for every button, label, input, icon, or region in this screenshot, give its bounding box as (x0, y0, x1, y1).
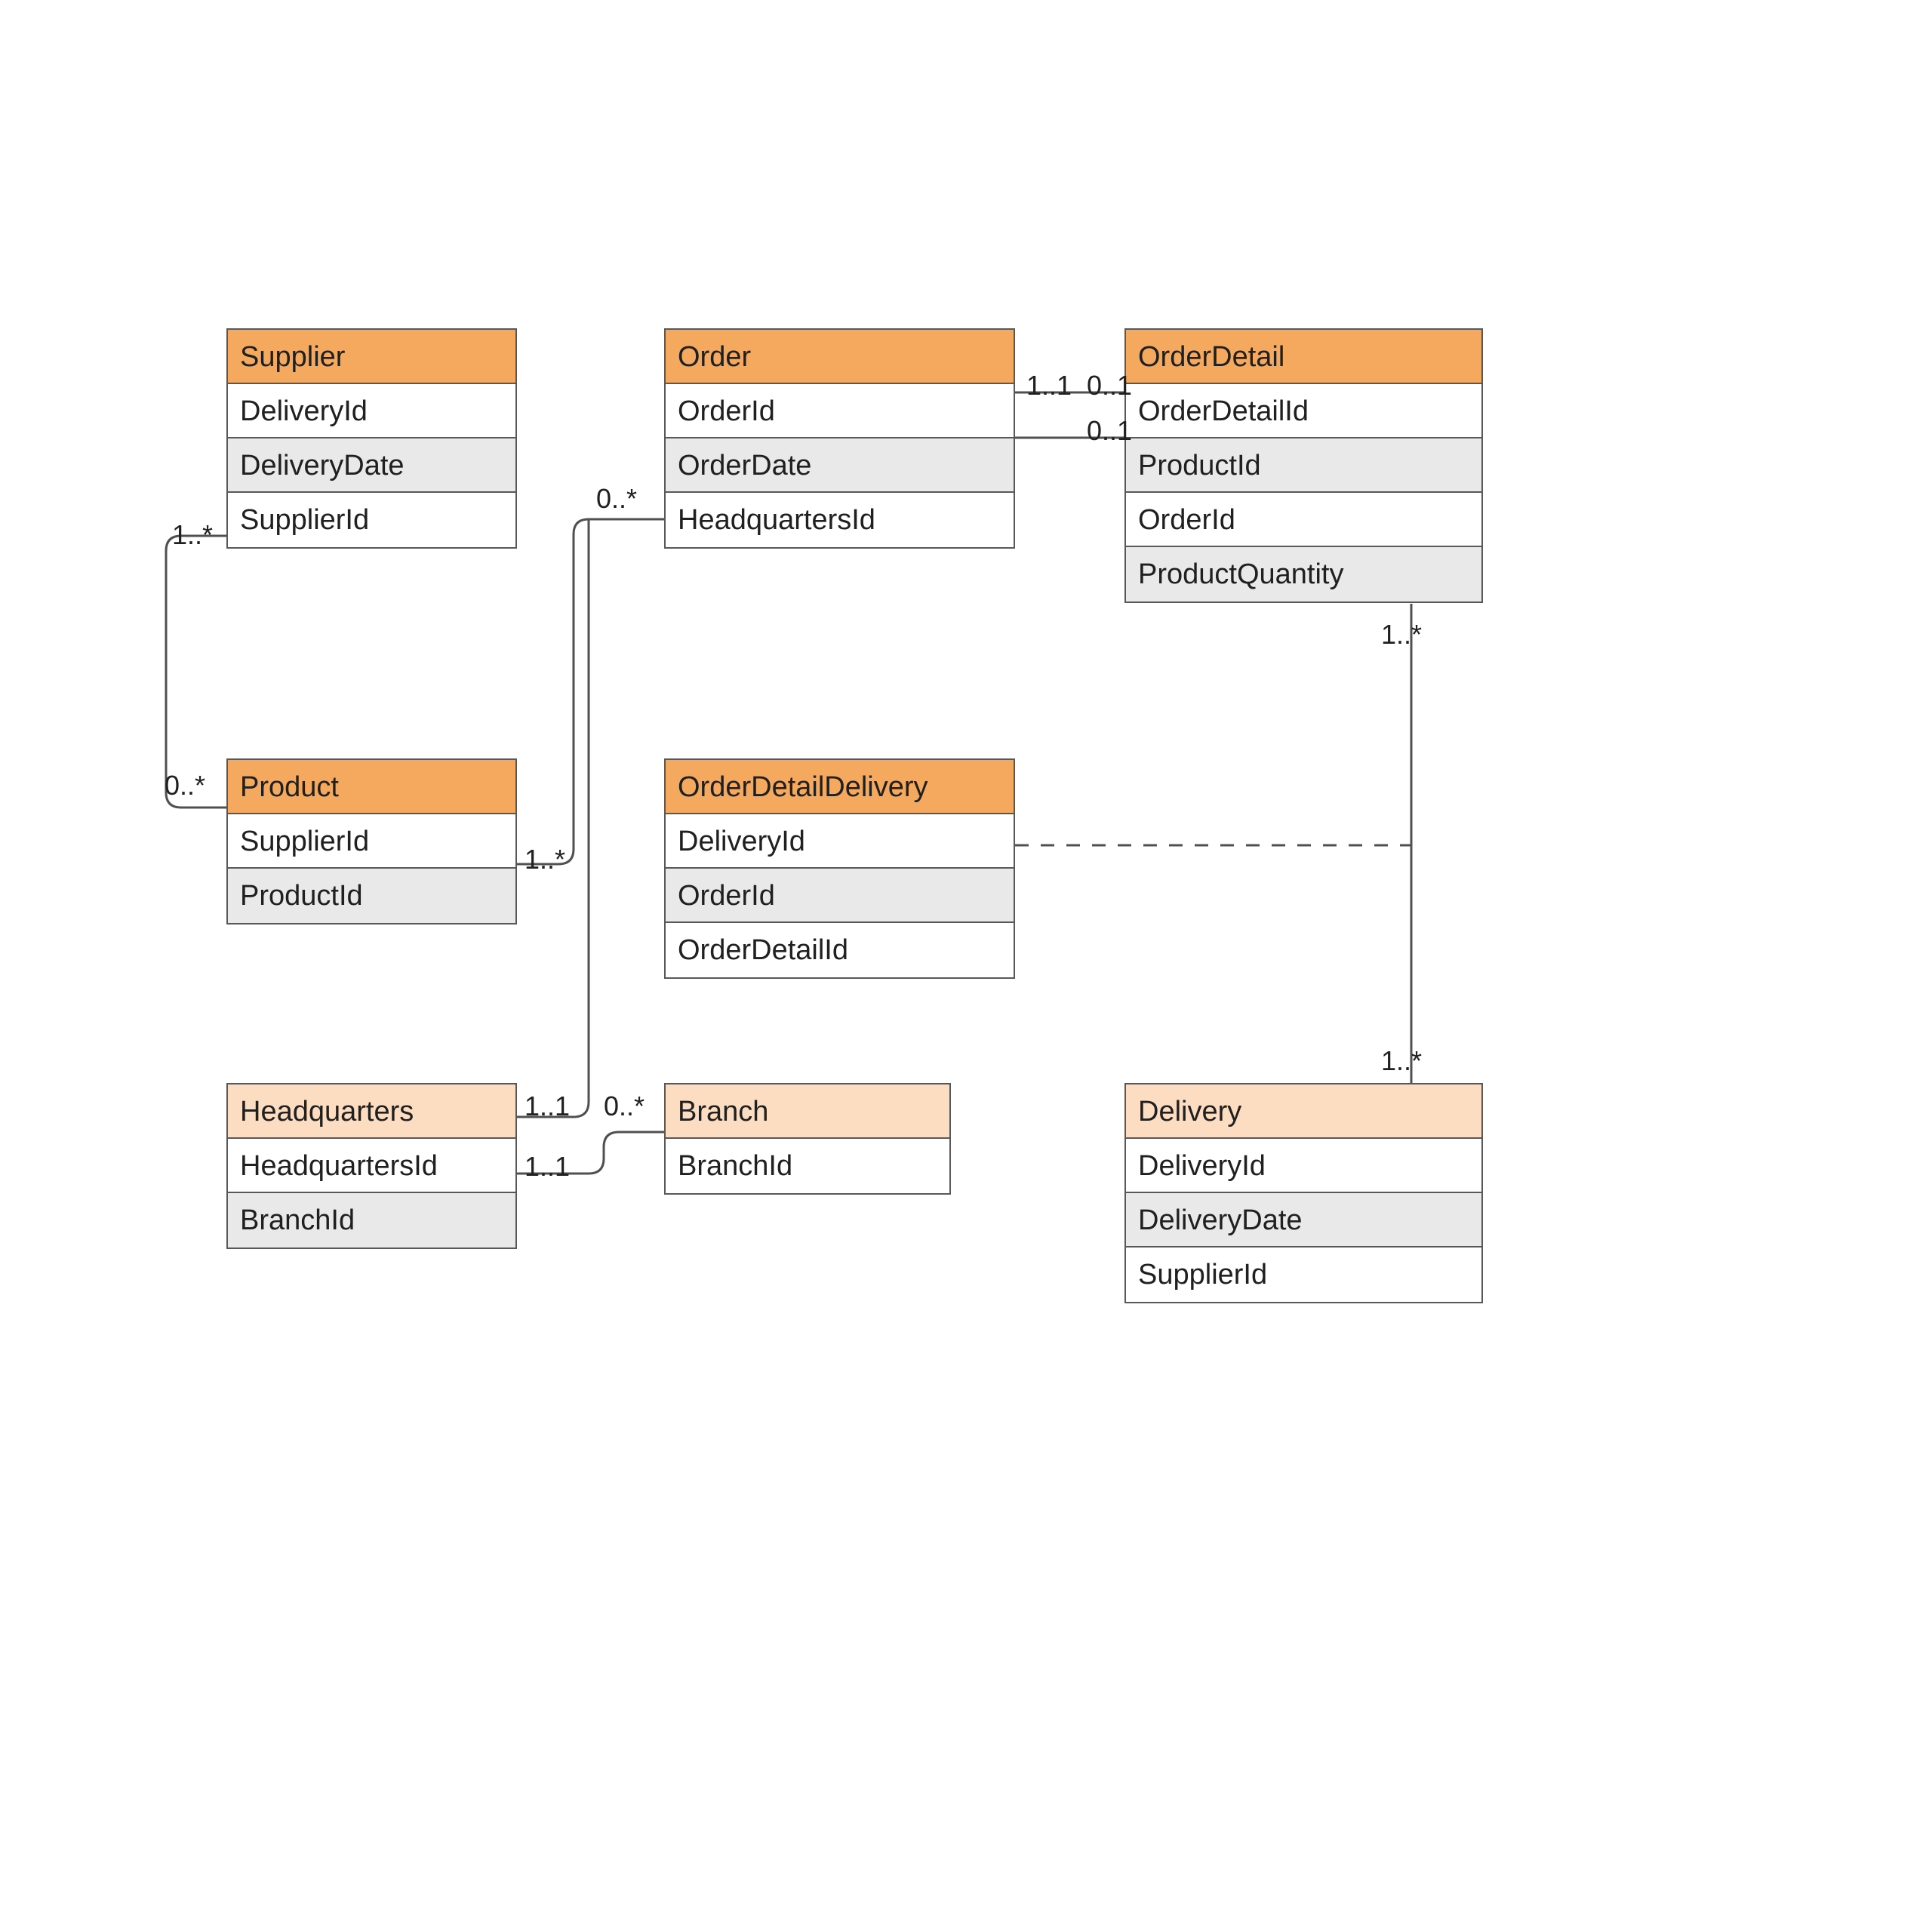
entity-row: ProductId (1126, 438, 1481, 493)
entity-row: DeliveryId (666, 814, 1014, 869)
entity-title: Supplier (228, 330, 515, 384)
multiplicity-label: 1..* (1381, 619, 1422, 651)
entity-row: ProductQuantity (1126, 547, 1481, 601)
entity-title: Product (228, 760, 515, 814)
entity-headquarters: HeadquartersHeadquartersIdBranchId (226, 1083, 517, 1249)
entity-row: SupplierId (228, 493, 515, 547)
entity-row: DeliveryId (1126, 1139, 1481, 1193)
edge-product-order (517, 519, 664, 864)
entity-row: OrderDetailId (666, 923, 1014, 977)
entity-odd: OrderDetailDeliveryDeliveryIdOrderIdOrde… (664, 758, 1015, 979)
er-diagram: SupplierDeliveryIdDeliveryDateSupplierId… (0, 0, 1932, 1932)
entity-delivery: DeliveryDeliveryIdDeliveryDateSupplierId (1124, 1083, 1483, 1303)
multiplicity-label: 0..* (604, 1091, 645, 1122)
entity-row: OrderId (1126, 493, 1481, 547)
multiplicity-label: 1..1 (525, 1091, 570, 1122)
entity-row: OrderId (666, 384, 1014, 438)
entity-title: Order (666, 330, 1014, 384)
entity-row: DeliveryDate (1126, 1193, 1481, 1247)
entity-title: Headquarters (228, 1084, 515, 1139)
multiplicity-label: 0..* (165, 770, 205, 801)
entity-row: OrderDate (666, 438, 1014, 493)
multiplicity-label: 0..1 (1087, 370, 1132, 401)
entity-row: SupplierId (228, 814, 515, 869)
multiplicity-label: 1..* (1381, 1045, 1422, 1077)
multiplicity-label: 1..* (172, 519, 213, 551)
entity-orderdetail: OrderDetailOrderDetailIdProductIdOrderId… (1124, 328, 1483, 603)
multiplicity-label: 1..* (525, 844, 565, 875)
multiplicity-label: 0..1 (1087, 415, 1132, 447)
entity-row: OrderDetailId (1126, 384, 1481, 438)
entity-row: HeadquartersId (666, 493, 1014, 547)
entity-title: Delivery (1126, 1084, 1481, 1139)
edge-supplier-product (166, 536, 226, 808)
entity-supplier: SupplierDeliveryIdDeliveryDateSupplierId (226, 328, 517, 549)
entity-title: OrderDetail (1126, 330, 1481, 384)
entity-row: OrderId (666, 869, 1014, 923)
entity-row: BranchId (666, 1139, 949, 1193)
entity-row: BranchId (228, 1193, 515, 1247)
multiplicity-label: 0..* (596, 483, 637, 515)
entity-product: ProductSupplierIdProductId (226, 758, 517, 924)
entity-row: DeliveryId (228, 384, 515, 438)
entity-title: OrderDetailDelivery (666, 760, 1014, 814)
entity-branch: BranchBranchId (664, 1083, 951, 1195)
edge-hq-order (517, 519, 589, 1117)
multiplicity-label: 1..1 (1026, 370, 1072, 401)
entity-row: HeadquartersId (228, 1139, 515, 1193)
entity-row: SupplierId (1126, 1247, 1481, 1302)
entity-title: Branch (666, 1084, 949, 1139)
entity-order: OrderOrderIdOrderDateHeadquartersId (664, 328, 1015, 549)
multiplicity-label: 1..1 (525, 1151, 570, 1183)
entity-row: ProductId (228, 869, 515, 923)
entity-row: DeliveryDate (228, 438, 515, 493)
